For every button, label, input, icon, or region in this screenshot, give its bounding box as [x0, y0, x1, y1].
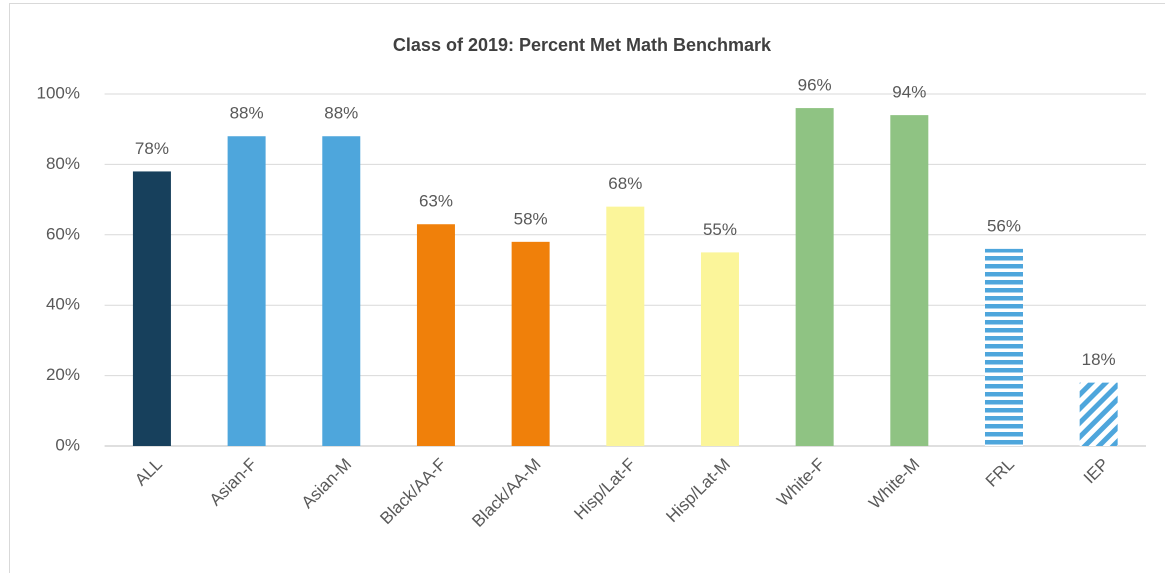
bar [132, 171, 171, 446]
y-tick-label: 80% [46, 154, 80, 173]
value-label: 88% [324, 104, 358, 123]
y-tick-label: 100% [37, 83, 80, 102]
x-tick-label: ALL [131, 455, 166, 490]
value-label: 88% [230, 104, 264, 123]
x-tick-label: White-M [865, 455, 923, 513]
x-tick-label: Black/AA-F [376, 455, 450, 529]
bar [890, 115, 929, 447]
bar [606, 206, 645, 446]
bar [416, 224, 455, 446]
value-label: 58% [514, 209, 548, 228]
chart-title: Class of 2019: Percent Met Math Benchmar… [393, 35, 772, 55]
chart-border [9, 3, 1165, 573]
bar [1079, 382, 1118, 446]
x-tick-label: Black/AA-M [468, 455, 544, 531]
value-label: 63% [419, 192, 453, 211]
value-label: 96% [798, 76, 832, 95]
y-tick-label: 20% [46, 365, 80, 384]
bar [322, 136, 361, 447]
x-tick-label: White-F [773, 455, 829, 511]
bar [227, 136, 266, 447]
x-tick-label: Hisp/Lat-M [662, 455, 734, 527]
x-tick-label: Hisp/Lat-F [570, 455, 639, 524]
value-label: 94% [892, 83, 926, 102]
x-tick-label: IEP [1080, 455, 1113, 488]
value-label: 18% [1082, 350, 1116, 369]
x-tick-label: Asian-M [298, 455, 356, 513]
x-tick-label: FRL [982, 455, 1018, 491]
y-tick-label: 40% [46, 295, 80, 314]
bar [984, 248, 1023, 446]
value-label: 78% [135, 139, 169, 158]
value-label: 68% [608, 174, 642, 193]
value-label: 56% [987, 216, 1021, 235]
bar [511, 241, 550, 446]
value-label: 55% [703, 220, 737, 239]
y-tick-label: 0% [55, 435, 80, 454]
bar [700, 252, 739, 446]
bar [795, 108, 834, 446]
x-tick-label: Asian-F [206, 455, 261, 510]
y-tick-label: 60% [46, 224, 80, 243]
